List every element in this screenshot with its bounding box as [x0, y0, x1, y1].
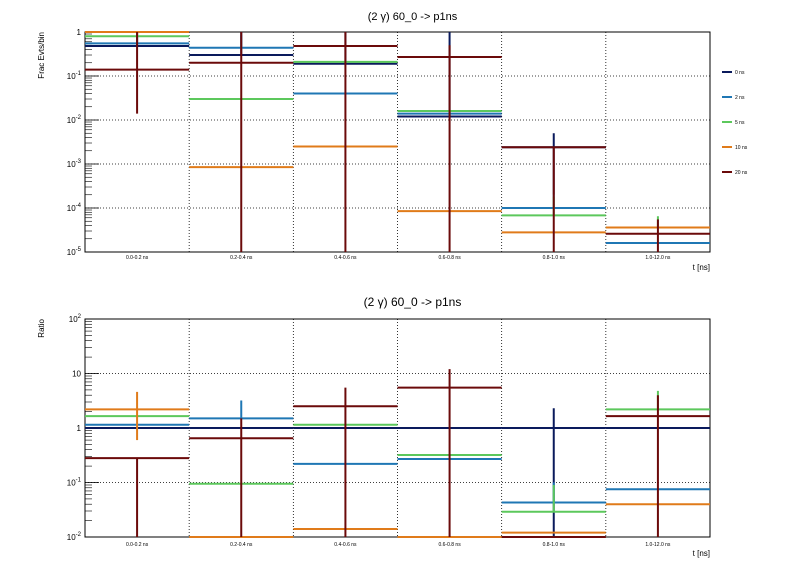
top-chart: 10-5 10-4 10-3 10-2 10-1 1 0.0-0.2 ns 0.2-0.4 n… — [37, 11, 711, 272]
x-axis-label: t [ns] — [693, 549, 710, 558]
legend-label: 2 ns — [735, 95, 745, 101]
x-category-label: 0.2-0.4 ns — [230, 542, 253, 548]
y-axis-label: Ratio — [37, 318, 46, 337]
legend-label: 10 ns — [735, 145, 748, 151]
y-tick-label: 102 — [69, 314, 82, 324]
x-category-label: 1.0-12.0 ns — [645, 255, 671, 261]
legend-label: 0 ns — [735, 70, 745, 76]
bottom-chart: 10-2 10-1 1 10 102 0.0-0.2 ns 0.2-0.4 ns 0.4-0.… — [37, 295, 711, 558]
chart-title: (2 γ) 60_0 -> p1ns — [364, 295, 462, 309]
legend: 0 ns 2 ns 5 ns 10 ns 20 ns — [722, 70, 748, 176]
y-tick-label: 10-1 — [67, 71, 82, 81]
x-category-label: 0.0-0.2 ns — [126, 542, 149, 548]
y-tick-label: 10-5 — [67, 247, 82, 257]
x-category-label: 0.0-0.2 ns — [126, 255, 149, 261]
x-category-label: 0.8-1.0 ns — [543, 255, 566, 261]
y-tick-label: 10-1 — [67, 478, 82, 488]
x-category-label: 1.0-12.0 ns — [645, 542, 671, 548]
x-category-label: 0.6-0.8 ns — [438, 542, 461, 548]
x-category-label: 0.8-1.0 ns — [543, 542, 566, 548]
x-axis-label: t [ns] — [693, 263, 710, 272]
chart-title: (2 γ) 60_0 -> p1ns — [368, 11, 458, 23]
y-tick-label: 10-4 — [67, 203, 82, 213]
x-category-label: 0.6-0.8 ns — [438, 255, 461, 261]
y-tick-label: 1 — [77, 424, 82, 433]
x-category-label: 0.4-0.6 ns — [334, 255, 357, 261]
x-category-label: 0.4-0.6 ns — [334, 542, 357, 548]
y-tick-label: 10 — [72, 370, 81, 379]
legend-label: 20 ns — [735, 170, 748, 176]
x-category-label: 0.2-0.4 ns — [230, 255, 253, 261]
y-axis-label: Frac Evts/bin — [37, 32, 46, 79]
y-tick-label: 1 — [77, 28, 82, 37]
legend-label: 5 ns — [735, 120, 745, 126]
y-tick-label: 10-2 — [67, 115, 82, 125]
y-tick-label: 10-3 — [67, 159, 82, 169]
y-tick-label: 10-2 — [67, 532, 82, 542]
